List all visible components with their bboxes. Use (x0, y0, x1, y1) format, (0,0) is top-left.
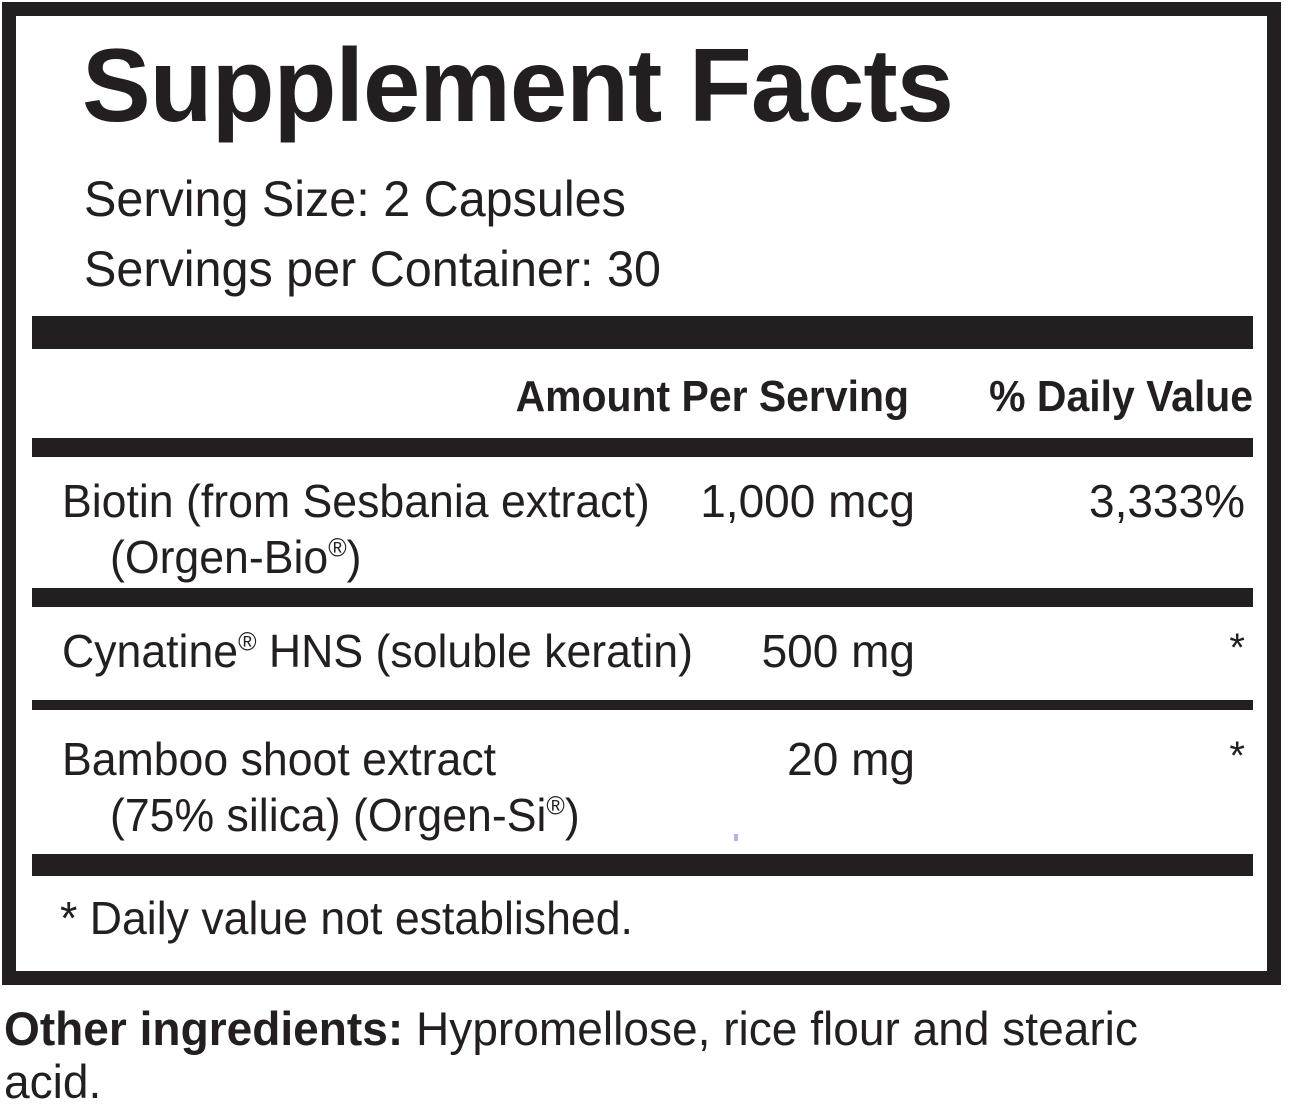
ingredient-subname-suffix: ) (346, 531, 362, 583)
servings-per-container-text: Servings per Container: 30 (84, 241, 661, 297)
ingredient-daily-value: 3,333% (1088, 475, 1245, 527)
table-row-main: Cynatine® HNS (soluble keratin) 500 mg * (32, 620, 1253, 684)
ingredient-amount: 20 mg (787, 733, 915, 785)
ingredient-amount: 500 mg (761, 625, 915, 677)
ingredient-subname: (Orgen-Bio®) (110, 526, 362, 588)
ingredient-daily-value: * (1229, 626, 1245, 670)
ingredient-subname-text: (Orgen-Bio (110, 531, 329, 583)
divider-thick-top (32, 316, 1253, 349)
registered-trademark-icon: ® (546, 792, 565, 821)
supplement-facts-inner: Supplement Facts Serving Size: 2 Capsule… (16, 16, 1267, 971)
other-ingredients-label: Other ingredients: (4, 1002, 404, 1055)
ingredient-subname-text: (75% silica) (Orgen-Si (110, 789, 547, 841)
table-row-main: Biotin (from Sesbania extract) 1,000 mcg… (32, 470, 1253, 534)
ingredient-name: Biotin (from Sesbania extract) (62, 475, 650, 527)
table-row: Bamboo shoot extract 20 mg * (75% silica… (32, 728, 1253, 841)
serving-size-text: Serving Size: 2 Capsules (84, 171, 626, 227)
table-row-main: Bamboo shoot extract 20 mg * (32, 728, 1253, 792)
ingredient-amount: 1,000 mcg (700, 475, 915, 527)
ingredient-subname-suffix: ) (564, 789, 580, 841)
column-header-percent-daily-value: % Daily Value (989, 372, 1253, 421)
ingredient-subname: (75% silica) (Orgen-Si®) (110, 784, 580, 846)
page-title: Supplement Facts (82, 28, 954, 144)
ingredient-name: Bamboo shoot extract (62, 733, 497, 785)
divider-below-biotin (32, 588, 1253, 607)
registered-trademark-icon: ® (328, 534, 347, 563)
other-ingredients: Other ingredients: Hypromellose, rice fl… (4, 1002, 1239, 1108)
column-header-row: Amount Per Serving % Daily Value (32, 361, 1253, 433)
supplement-facts-panel: Supplement Facts Serving Size: 2 Capsule… (2, 2, 1281, 985)
registered-trademark-icon: ® (238, 628, 257, 657)
table-row: Cynatine® HNS (soluble keratin) 500 mg * (32, 620, 1253, 684)
ingredient-name-text: Cynatine (62, 625, 239, 677)
divider-below-cynatine (32, 700, 1253, 710)
column-header-amount-per-serving: Amount Per Serving (515, 372, 909, 421)
ingredient-name-suffix: HNS (soluble keratin) (256, 625, 693, 677)
divider-below-column-headers (32, 438, 1253, 457)
divider-above-footnote (32, 854, 1253, 876)
ingredient-name: Cynatine® HNS (soluble keratin) (62, 620, 693, 682)
other-ingredients-text: Hypromellose, rice flour and stearic aci… (4, 1002, 1138, 1108)
print-speck-artifact (734, 834, 738, 841)
daily-value-footnote: * Daily value not established. (60, 892, 633, 944)
table-row: Biotin (from Sesbania extract) 1,000 mcg… (32, 470, 1253, 583)
ingredient-daily-value: * (1229, 734, 1245, 778)
